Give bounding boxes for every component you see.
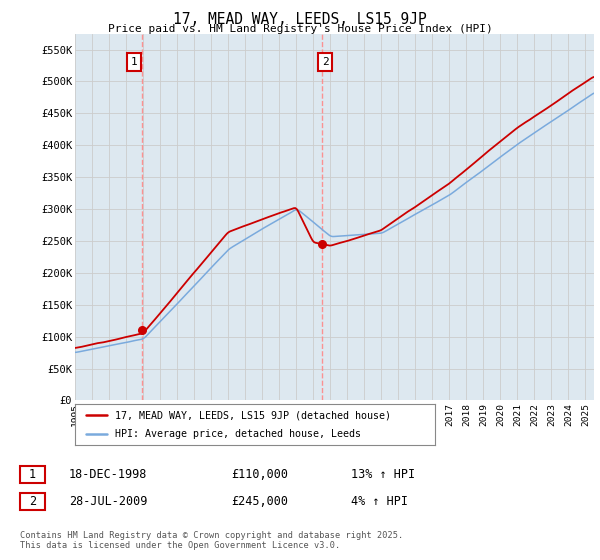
Text: 1: 1: [130, 57, 137, 67]
Text: HPI: Average price, detached house, Leeds: HPI: Average price, detached house, Leed…: [115, 429, 361, 439]
Text: 28-JUL-2009: 28-JUL-2009: [69, 494, 148, 508]
Text: 13% ↑ HPI: 13% ↑ HPI: [351, 468, 415, 482]
Text: 4% ↑ HPI: 4% ↑ HPI: [351, 494, 408, 508]
Text: 2: 2: [29, 494, 36, 508]
Text: 17, MEAD WAY, LEEDS, LS15 9JP (detached house): 17, MEAD WAY, LEEDS, LS15 9JP (detached …: [115, 410, 391, 421]
Text: Price paid vs. HM Land Registry's House Price Index (HPI): Price paid vs. HM Land Registry's House …: [107, 24, 493, 34]
Text: £245,000: £245,000: [231, 494, 288, 508]
Text: 18-DEC-1998: 18-DEC-1998: [69, 468, 148, 482]
Text: 2: 2: [322, 57, 328, 67]
Text: £110,000: £110,000: [231, 468, 288, 482]
Text: 1: 1: [29, 468, 36, 482]
Text: 17, MEAD WAY, LEEDS, LS15 9JP: 17, MEAD WAY, LEEDS, LS15 9JP: [173, 12, 427, 27]
Text: Contains HM Land Registry data © Crown copyright and database right 2025.
This d: Contains HM Land Registry data © Crown c…: [20, 531, 403, 550]
